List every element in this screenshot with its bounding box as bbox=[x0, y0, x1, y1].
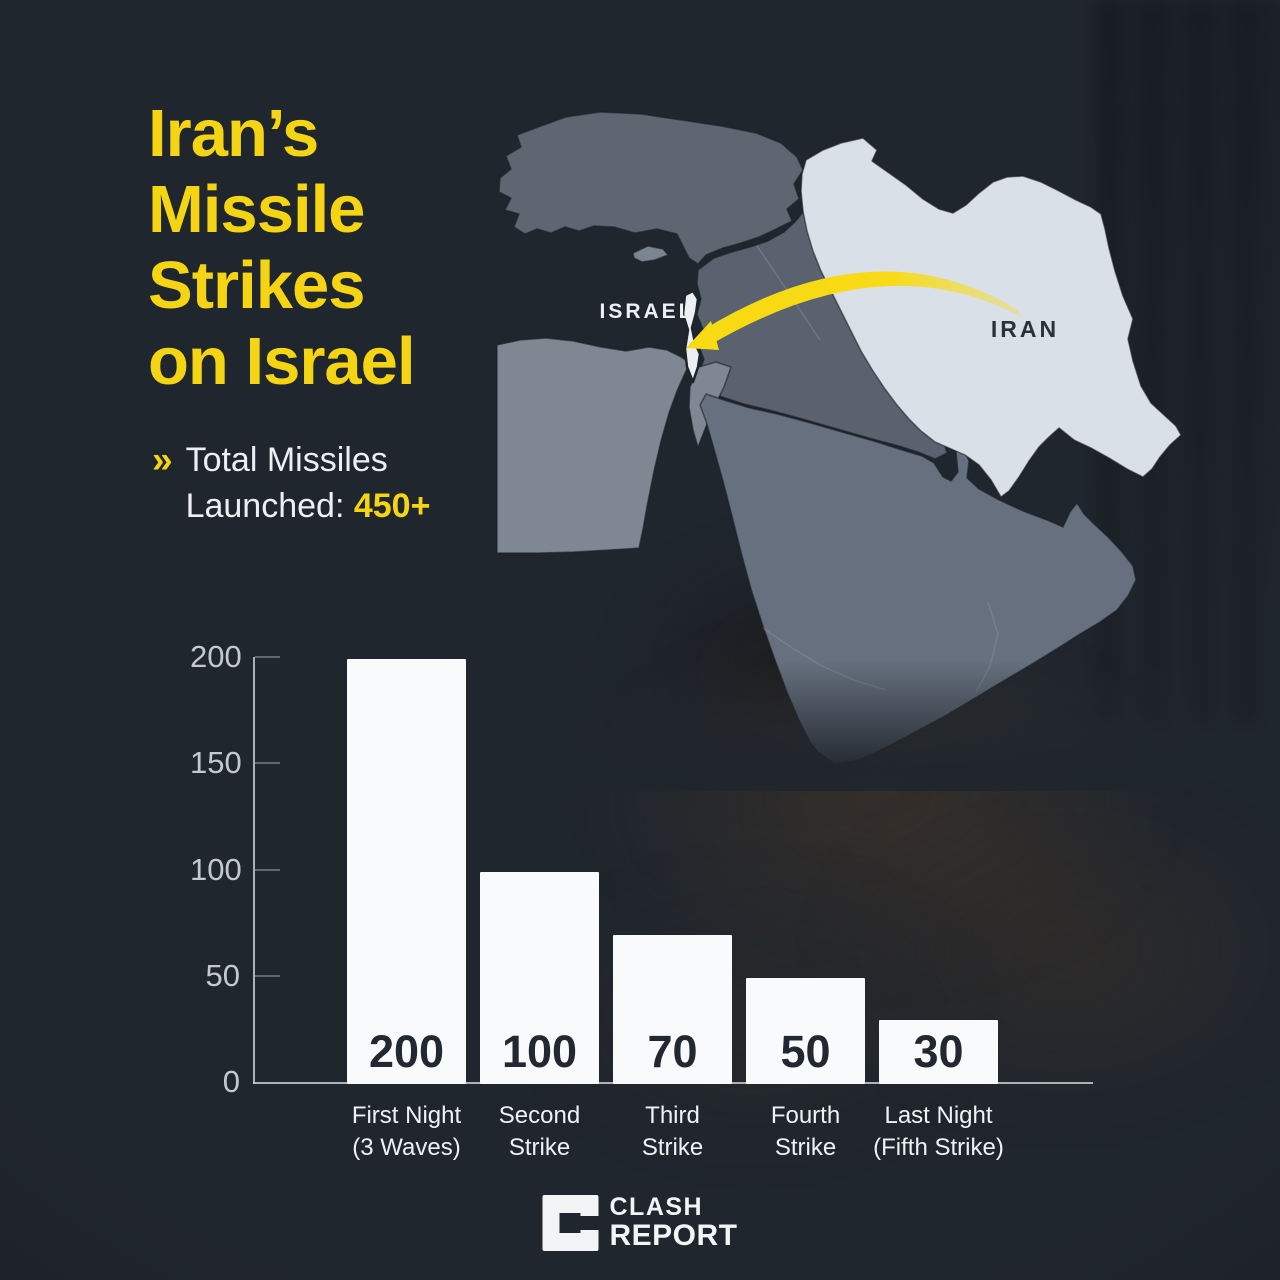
bar-chart: 0 50 100 150 200 200 First Night (3 Waves) 100 Se… bbox=[190, 639, 1110, 1200]
total-missiles-line2: Launched: 450+ bbox=[186, 483, 431, 529]
map-label-iran: IRAN bbox=[991, 316, 1059, 342]
y-axis-tick-label: 0 bbox=[222, 1064, 240, 1099]
y-axis-tick-label: 150 bbox=[190, 745, 242, 781]
brand-text: CLASH REPORT bbox=[609, 1194, 737, 1251]
total-missiles-text: Total Missiles Launched: 450+ bbox=[186, 437, 431, 529]
bar-4: 30 bbox=[879, 1020, 998, 1084]
x-axis-category-line: Last Night bbox=[884, 1102, 993, 1129]
bar-1: 100 bbox=[480, 871, 599, 1084]
double-chevron-icon: » bbox=[152, 439, 173, 480]
y-axis-tick-mark bbox=[255, 868, 280, 871]
total-missiles-line1: Total Missiles bbox=[185, 441, 388, 479]
brand-line-clash: CLASH bbox=[609, 1193, 704, 1221]
title-line: on Israel bbox=[148, 324, 416, 399]
bar-value-label: 70 bbox=[647, 1026, 698, 1077]
y-axis-tick-mark bbox=[255, 656, 280, 658]
total-missiles-callout: » Total Missiles Launched: 450+ bbox=[152, 437, 430, 529]
y-axis-tick-label: 200 bbox=[190, 639, 242, 674]
bar-value-label: 30 bbox=[913, 1026, 964, 1077]
total-missiles-value: 450+ bbox=[353, 487, 431, 525]
y-axis-tick-label: 50 bbox=[205, 957, 240, 993]
y-axis-tick-mark bbox=[255, 762, 280, 765]
logo-right-slot bbox=[576, 1215, 599, 1230]
title-line: Missile bbox=[148, 172, 365, 247]
clash-report-c-icon bbox=[542, 1194, 599, 1251]
bar-value-label: 50 bbox=[780, 1026, 831, 1077]
bar-value-label: 200 bbox=[368, 1026, 445, 1077]
x-axis-category-line: (Fifth Strike) bbox=[873, 1134, 1004, 1161]
y-axis-line bbox=[253, 657, 255, 1084]
map-country-turkey bbox=[498, 111, 804, 265]
y-axis-tick-mark bbox=[255, 974, 280, 977]
clash-report-logo: CLASH REPORT bbox=[542, 1194, 737, 1251]
map-label-israel: ISRAEL bbox=[599, 300, 694, 323]
map-island-cyprus bbox=[632, 245, 669, 263]
page-title: Iran’s Missile Strikes on Israel bbox=[148, 96, 416, 400]
map-country-egypt bbox=[496, 337, 691, 554]
bar-3: 50 bbox=[746, 977, 865, 1084]
bar-value-label: 100 bbox=[501, 1026, 578, 1077]
brand-line-report: REPORT bbox=[609, 1219, 738, 1252]
y-axis-tick-label: 100 bbox=[190, 851, 242, 887]
title-line: Iran’s bbox=[148, 96, 319, 171]
launched-label: Launched: bbox=[185, 487, 354, 525]
bar-0: 200 bbox=[347, 659, 466, 1084]
bar-2: 70 bbox=[613, 935, 732, 1084]
title-line: Strikes bbox=[148, 248, 365, 323]
x-axis-category-label: Last Night (Fifth Strike) bbox=[839, 1100, 1039, 1164]
